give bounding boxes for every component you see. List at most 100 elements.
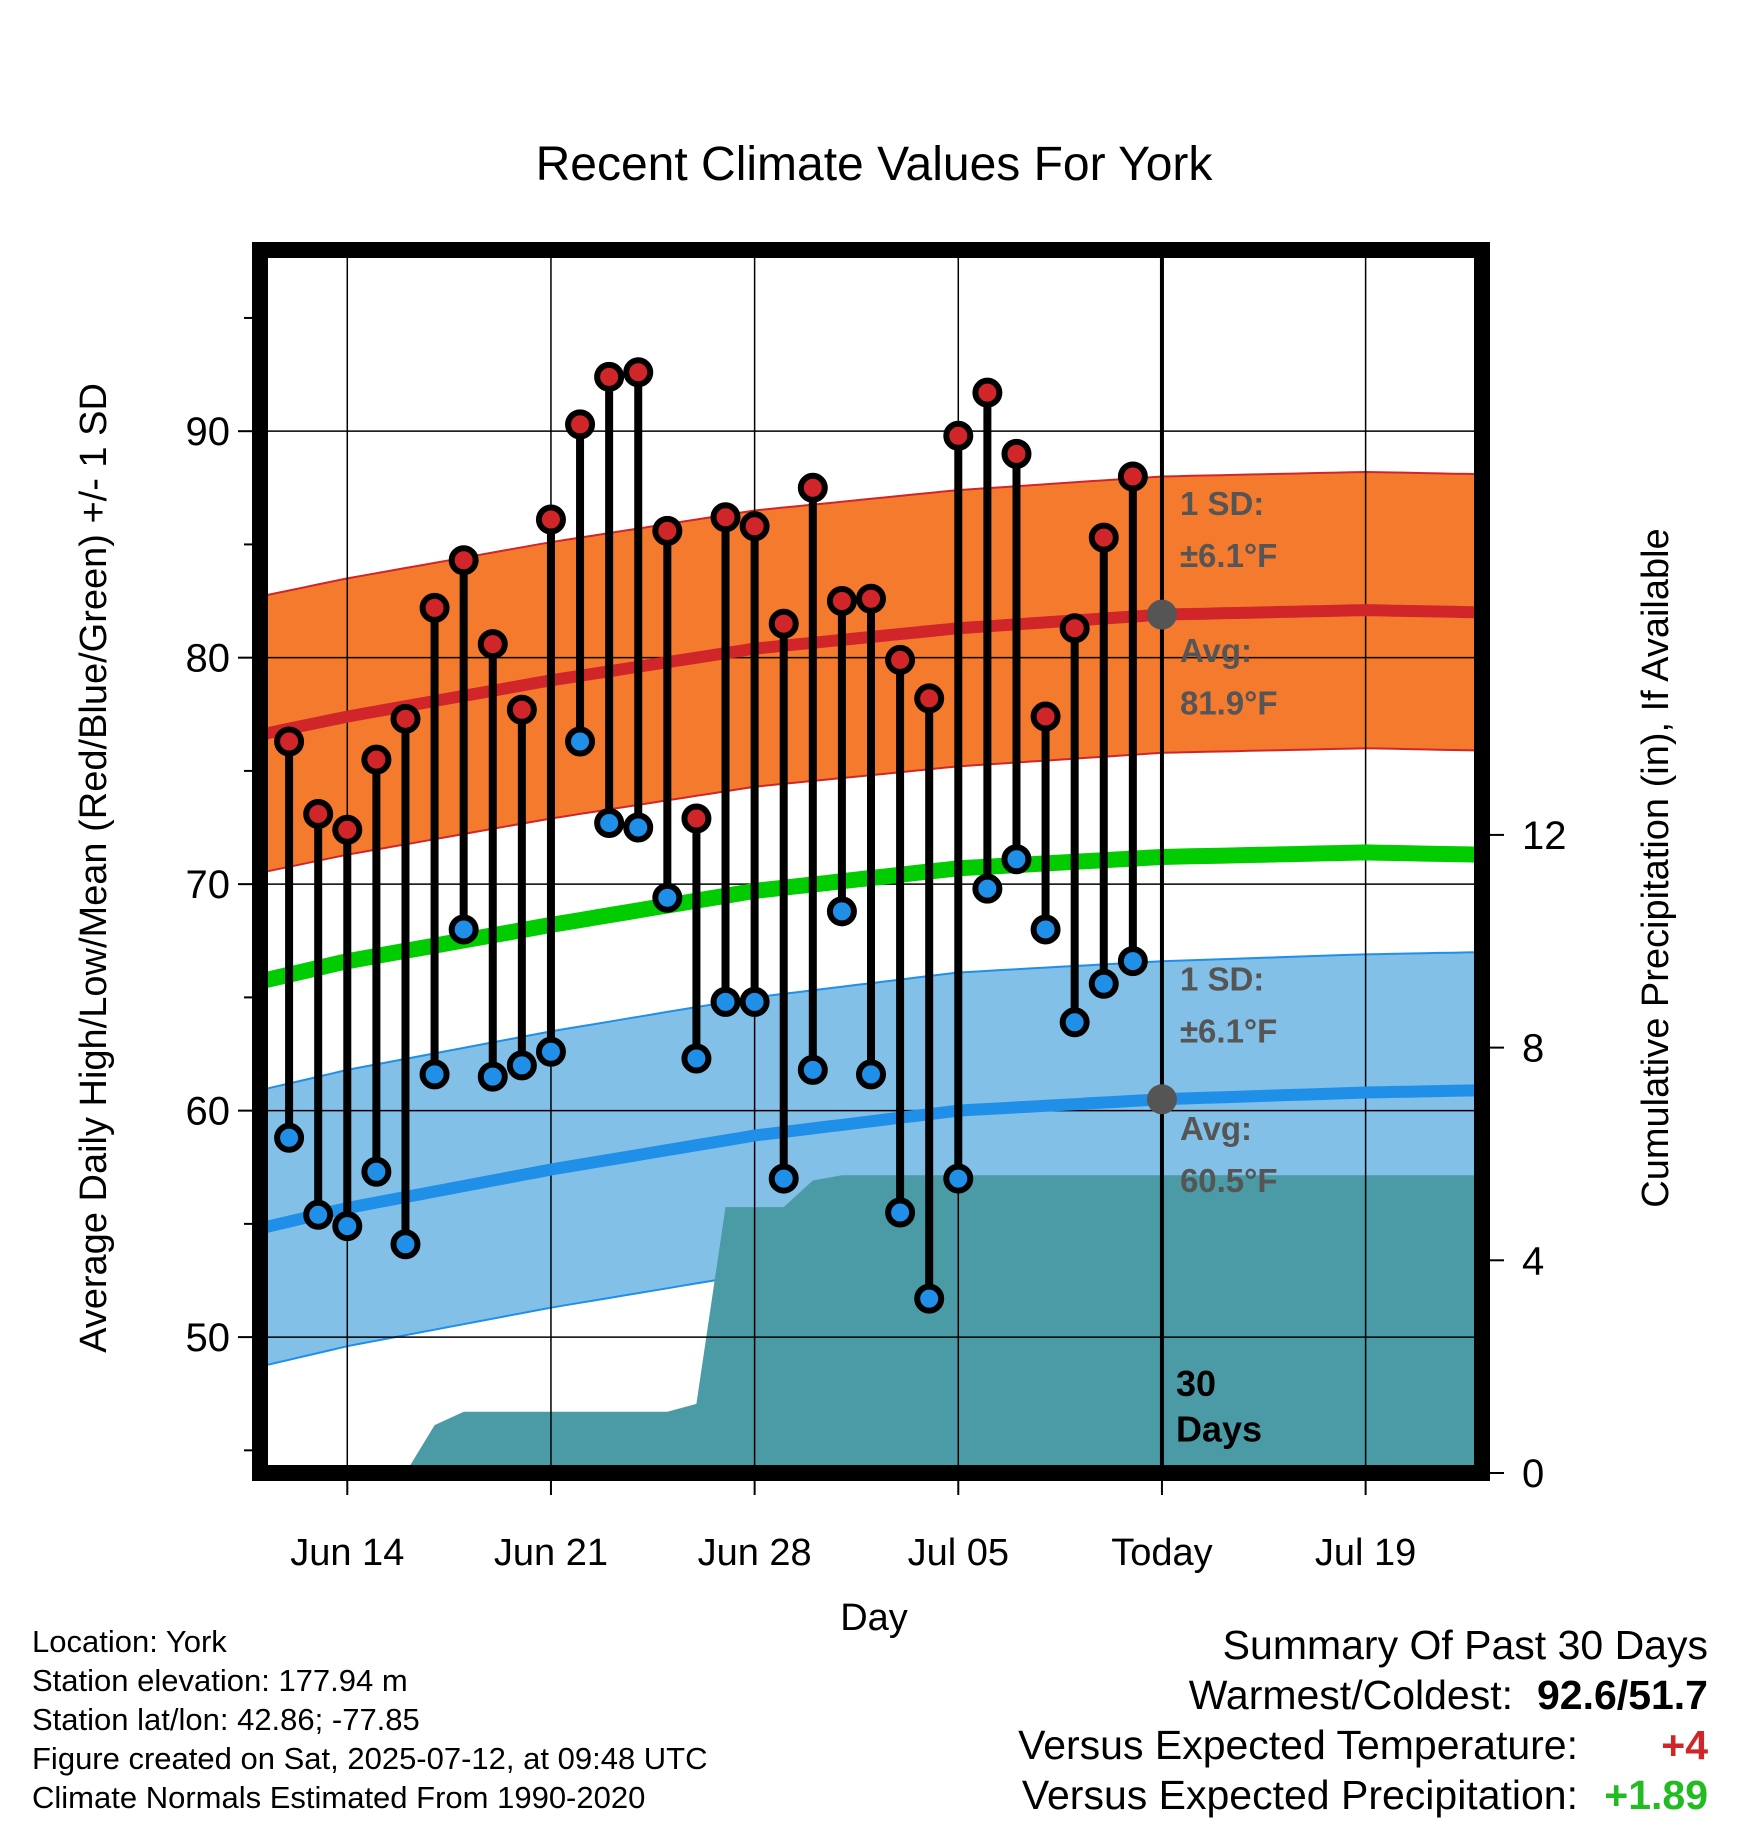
daily-high-point — [594, 361, 625, 392]
daily-low-point — [274, 1122, 305, 1153]
daily-high-point — [477, 629, 508, 660]
daily-low-point — [739, 986, 770, 1017]
temp-value: +4 — [1661, 1722, 1708, 1768]
x-tick-label: Jul 05 — [908, 1532, 1009, 1574]
daily-low-point — [1117, 946, 1148, 977]
daily-high-point — [1088, 522, 1119, 553]
daily-high-point — [768, 608, 799, 639]
low-avg-marker — [1146, 1084, 1177, 1115]
low-avg-value: 60.5°F — [1180, 1162, 1278, 1199]
high-sd-value: ±6.1°F — [1180, 537, 1277, 574]
daily-high-point — [1117, 461, 1148, 492]
y2-tick-label: 8 — [1522, 1027, 1544, 1071]
plot-frame — [252, 242, 1490, 1481]
latlon-text: Station lat/lon: 42.86; -77.85 — [32, 1702, 420, 1737]
days-count-label: 30 — [1176, 1363, 1216, 1404]
summary-panel: Summary Of Past 30 Days Warmest/Coldest:… — [1018, 1620, 1708, 1820]
x-tick-label: Jul 19 — [1315, 1532, 1416, 1574]
daily-low-point — [1001, 844, 1032, 875]
daily-high-point — [361, 744, 392, 775]
precipitation-area — [260, 1175, 1482, 1473]
daily-high-point — [1001, 438, 1032, 469]
y-tick-label: 80 — [186, 637, 231, 681]
y2-tick-label: 12 — [1522, 814, 1567, 858]
high-avg-label: Avg: — [1180, 632, 1252, 669]
summary-warmest-row: Warmest/Coldest: 92.6/51.7 — [1018, 1670, 1708, 1720]
daily-high-point — [710, 502, 741, 533]
x-tick-label: Today — [1111, 1532, 1212, 1574]
low-normal-line — [258, 1084, 1483, 1235]
x-tick-label: Jun 28 — [698, 1532, 812, 1574]
y-axis-title: Average Daily High/Low/Mean (Red/Blue/Gr… — [73, 383, 115, 1353]
daily-low-point — [303, 1199, 334, 1230]
daily-low-point — [652, 882, 683, 913]
daily-low-point — [332, 1211, 363, 1242]
daily-low-point — [506, 1050, 537, 1081]
daily-low-point — [448, 914, 479, 945]
y2-tick-label: 4 — [1522, 1239, 1544, 1283]
warmest-value: 92.6/51.7 — [1537, 1672, 1708, 1718]
normals-text: Climate Normals Estimated From 1990-2020 — [32, 1780, 646, 1815]
daily-low-point — [885, 1197, 916, 1228]
daily-high-point — [681, 803, 712, 834]
daily-low-point — [594, 807, 625, 838]
daily-low-point — [914, 1283, 945, 1314]
daily-high-point — [332, 814, 363, 845]
high-avg-value: 81.9°F — [1180, 684, 1278, 721]
warmest-label: Warmest/Coldest: — [1188, 1672, 1513, 1718]
station-info: Location: York Station elevation: 177.94… — [32, 1622, 708, 1817]
daily-high-point — [914, 683, 945, 714]
daily-low-point — [477, 1061, 508, 1092]
low-avg-label: Avg: — [1180, 1110, 1252, 1147]
daily-low-point — [943, 1163, 974, 1194]
daily-high-point — [390, 703, 421, 734]
daily-high-point — [506, 694, 537, 725]
temp-label: Versus Expected Temperature: — [1018, 1722, 1578, 1768]
x-tick-label: Jun 21 — [494, 1532, 608, 1574]
daily-low-point — [419, 1059, 450, 1090]
daily-high-point — [739, 511, 770, 542]
daily-low-point — [797, 1054, 828, 1085]
daily-high-point — [623, 357, 654, 388]
y-tick-label: 70 — [186, 863, 231, 907]
daily-low-point — [623, 812, 654, 843]
summary-title: Summary Of Past 30 Days — [1222, 1622, 1708, 1668]
daily-high-point — [303, 798, 334, 829]
high-avg-marker — [1146, 599, 1177, 630]
daily-high-point — [419, 592, 450, 623]
daily-high-point — [797, 472, 828, 503]
created-text: Figure created on Sat, 2025-07-12, at 09… — [32, 1741, 708, 1776]
daily-low-point — [972, 873, 1003, 904]
precip-value: +1.89 — [1604, 1772, 1708, 1818]
daily-low-point — [768, 1163, 799, 1194]
chart-title: Recent Climate Values For York — [536, 138, 1214, 191]
daily-high-point — [535, 504, 566, 535]
x-tick-label: Jun 14 — [290, 1532, 404, 1574]
daily-low-point — [390, 1229, 421, 1260]
days-text-label: Days — [1176, 1408, 1262, 1449]
plot-area: 1 SD: ±6.1°F Avg: 81.9°F 1 SD: ±6.1°F Avg: 60.5… — [186, 242, 1567, 1574]
y-tick-label: 60 — [186, 1090, 231, 1134]
daily-low-point — [535, 1036, 566, 1067]
daily-low-point — [1088, 968, 1119, 999]
y-tick-label: 50 — [186, 1316, 231, 1360]
low-sd-value: ±6.1°F — [1180, 1013, 1277, 1050]
daily-low-point — [710, 986, 741, 1017]
daily-high-point — [943, 420, 974, 451]
daily-high-point — [1059, 613, 1090, 644]
y-tick-label: 90 — [186, 410, 231, 454]
daily-high-point — [1030, 701, 1061, 732]
daily-high-point — [448, 545, 479, 576]
summary-precip-row: Versus Expected Precipitation: +1.89 — [1018, 1770, 1708, 1820]
low-sd-label: 1 SD: — [1180, 961, 1264, 998]
high-sd-label: 1 SD: — [1180, 485, 1264, 522]
x-axis-title: Day — [840, 1597, 908, 1639]
daily-high-point — [885, 644, 916, 675]
daily-low-point — [361, 1156, 392, 1187]
daily-low-point — [856, 1059, 886, 1090]
daily-low-point — [681, 1043, 712, 1074]
y2-axis-title: Cumulative Precipitation (in), If Availa… — [1635, 528, 1677, 1207]
precip-label: Versus Expected Precipitation: — [1021, 1772, 1578, 1818]
daily-low-point — [826, 896, 857, 927]
